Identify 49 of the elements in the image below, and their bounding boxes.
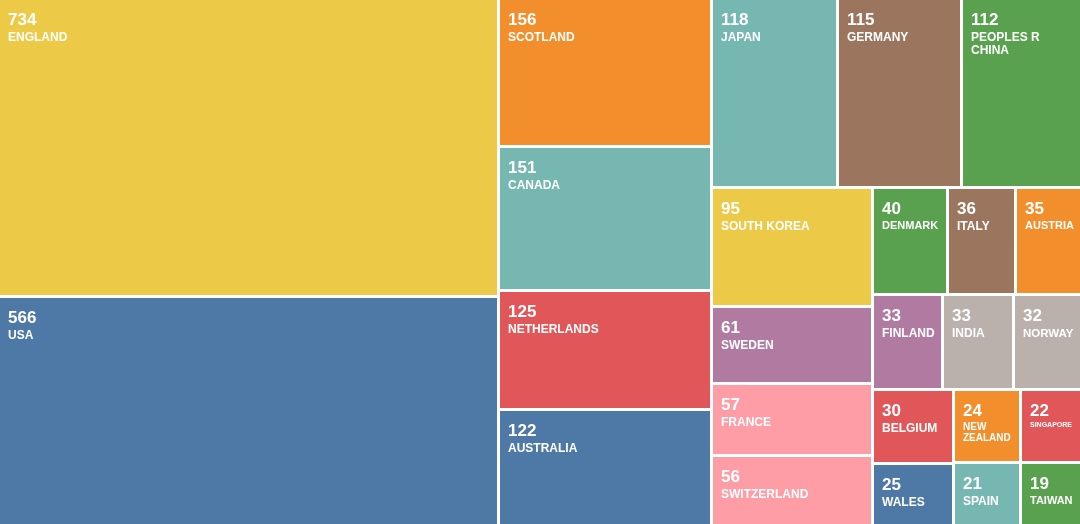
data-label: 151 <box>508 158 537 177</box>
data-label: 95 <box>721 199 740 218</box>
category-label: AUSTRALIA <box>508 441 578 455</box>
data-label: 22 <box>1030 401 1049 420</box>
category-label: BELGIUM <box>882 421 938 435</box>
category-label: PEOPLES R CHINA <box>971 30 1041 57</box>
data-label: 19 <box>1030 474 1049 493</box>
category-label: DENMARK <box>882 219 939 231</box>
data-label: 112 <box>971 10 999 29</box>
category-label: FINLAND <box>882 326 935 340</box>
data-label: 40 <box>882 199 901 218</box>
category-label: SWITZERLAND <box>721 487 809 501</box>
data-label: 734 <box>8 10 37 29</box>
data-label: 156 <box>508 10 537 29</box>
data-label: 57 <box>721 395 740 414</box>
category-label: SCOTLAND <box>508 30 575 44</box>
category-label: NORWAY <box>1023 326 1074 339</box>
data-label: 32 <box>1023 306 1042 325</box>
category-label: NEW ZEALAND <box>963 421 1011 443</box>
data-label: 24 <box>963 401 983 420</box>
data-label: 125 <box>508 302 537 321</box>
category-label: WALES <box>882 495 925 509</box>
data-label: 56 <box>721 467 740 486</box>
category-label: NETHERLANDS <box>508 322 599 336</box>
category-label: TAIWAN <box>1030 494 1073 506</box>
data-label: 35 <box>1025 199 1044 218</box>
data-label: 33 <box>882 306 901 325</box>
category-label: CANADA <box>508 178 561 192</box>
data-label: 118 <box>721 10 749 29</box>
category-label: SWEDEN <box>721 338 774 352</box>
data-label: 566 <box>8 308 37 327</box>
category-label: INDIA <box>952 326 985 340</box>
data-label: 122 <box>508 421 537 440</box>
data-label: 115 <box>847 10 875 29</box>
category-label: AUSTRIA <box>1025 219 1074 231</box>
category-label: FRANCE <box>721 415 771 429</box>
category-label: USA <box>8 328 34 342</box>
data-label: 33 <box>952 306 971 325</box>
data-label: 25 <box>882 475 901 494</box>
category-label: ITALY <box>957 219 990 233</box>
category-label: GERMANY <box>847 30 909 44</box>
data-label: 61 <box>721 318 740 337</box>
category-label: SOUTH KOREA <box>721 219 810 233</box>
category-label: SPAIN <box>963 494 999 508</box>
category-label: ENGLAND <box>8 30 68 44</box>
data-label: 30 <box>882 401 901 420</box>
data-label: 21 <box>963 474 982 493</box>
category-label: JAPAN <box>721 30 761 44</box>
data-label: 36 <box>957 199 976 218</box>
